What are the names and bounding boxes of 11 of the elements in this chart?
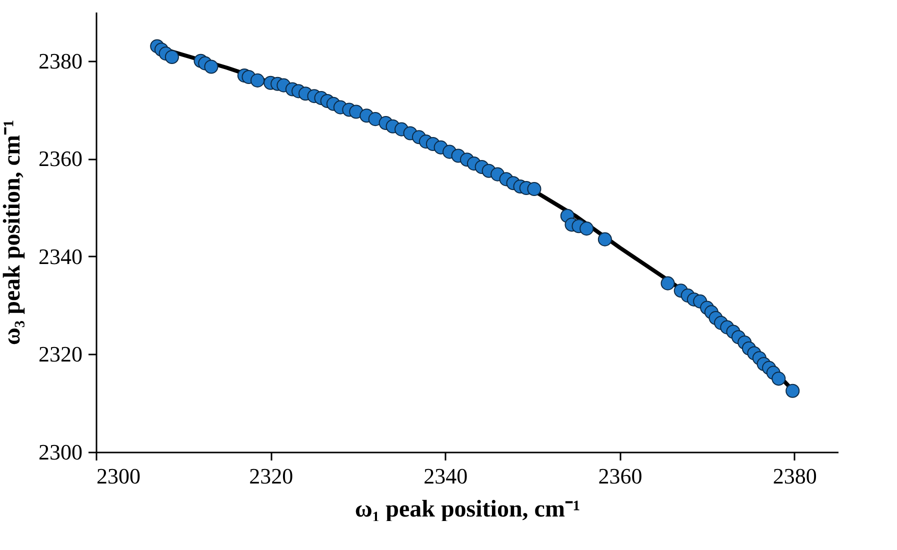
x-tick-label: 2360 [598,464,642,488]
y-tick-label: 2320 [38,342,82,367]
x-tick-label: 2320 [249,464,294,488]
y-axis-title: ω₃ peak position, cm⁻¹ [0,120,26,346]
x-tick-label: 2300 [96,464,140,488]
x-tick-label: 2340 [424,464,468,488]
y-tick-label: 2300 [38,440,82,464]
y-tick-label: 2380 [38,48,82,74]
y-tick-label: 2360 [38,146,82,172]
x-tick-label: 2380 [772,464,817,488]
y-tick-label: 2340 [38,244,82,269]
